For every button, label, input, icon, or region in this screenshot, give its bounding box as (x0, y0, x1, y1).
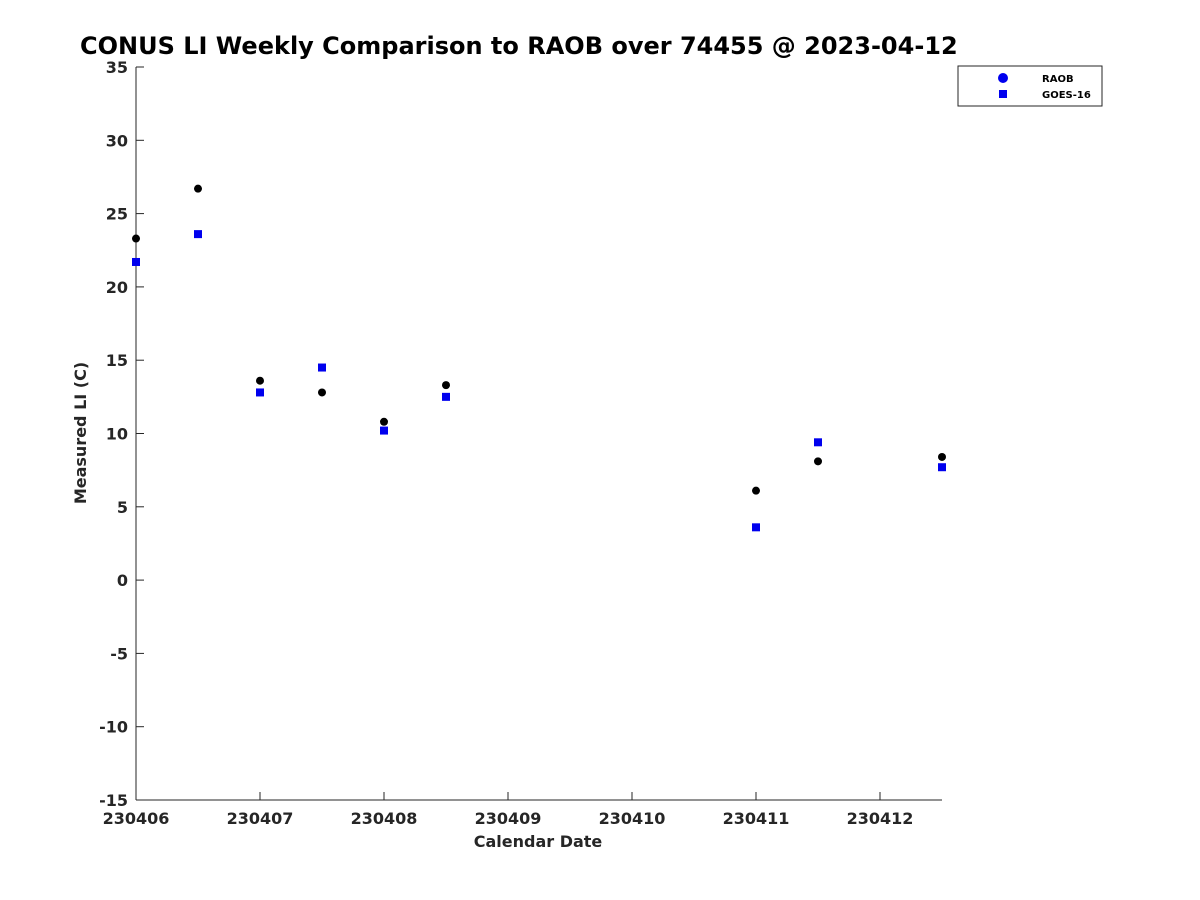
y-tick-label: 15 (106, 351, 128, 370)
goes-16-point (442, 392, 450, 401)
data-markers (132, 184, 946, 532)
x-axis-label: Calendar Date (474, 832, 603, 851)
y-tick-label: -10 (99, 718, 128, 737)
y-tick-label: 20 (106, 278, 128, 297)
legend-marker-goes-16 (999, 90, 1007, 98)
chart-title: CONUS LI Weekly Comparison to RAOB over … (80, 32, 958, 60)
legend: RAOB GOES-16 (957, 65, 1103, 107)
raob-point (132, 234, 140, 243)
y-tick-label: -5 (110, 644, 128, 663)
goes-16-point (938, 463, 946, 472)
raob-point (938, 452, 946, 461)
x-tick-label: 230410 (599, 809, 666, 828)
goes-16-point (256, 388, 264, 397)
goes-16-point (380, 426, 388, 435)
y-axis-label: Measured LI (C) (71, 362, 90, 504)
raob-point (380, 417, 388, 426)
goes-16-point (752, 523, 760, 532)
goes-16-point (132, 257, 140, 266)
x-axis: 230406 230407 230408 230409 230410 230411 2304… (103, 792, 914, 828)
goes-16-point (318, 363, 326, 372)
raob-point (194, 184, 202, 193)
raob-point (256, 376, 264, 385)
y-tick-label: 30 (106, 131, 128, 150)
legend-label: GOES-16 (1042, 90, 1091, 101)
x-tick-label: 230412 (847, 809, 914, 828)
raob-point (442, 381, 450, 390)
y-tick-label: -15 (99, 791, 128, 810)
raob-point (814, 457, 822, 466)
y-tick-label: 0 (117, 571, 128, 590)
x-tick-label: 230406 (103, 809, 170, 828)
x-tick-label: 230407 (227, 809, 294, 828)
y-axis: 35 30 25 20 15 10 5 0 -5 -10 -15 (99, 58, 144, 810)
x-tick-label: 230408 (351, 809, 418, 828)
raob-point (318, 388, 326, 397)
y-tick-label: 5 (117, 498, 128, 517)
y-tick-label: 25 (106, 205, 128, 224)
legend-marker-raob (998, 73, 1008, 83)
raob-point (752, 486, 760, 495)
goes-16-point (194, 230, 202, 239)
x-tick-label: 230409 (475, 809, 542, 828)
legend-label: RAOB (1042, 74, 1074, 85)
plot-area (135, 67, 942, 801)
legend-box (957, 65, 1103, 107)
x-tick-label: 230411 (723, 809, 790, 828)
y-tick-label: 10 (106, 425, 128, 444)
goes-16-point (814, 438, 822, 447)
y-tick-label: 35 (106, 58, 128, 77)
